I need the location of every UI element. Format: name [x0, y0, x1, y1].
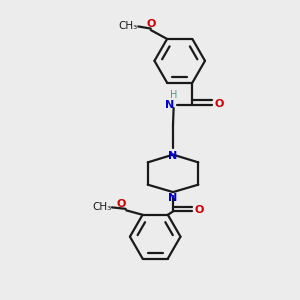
Text: CH₃: CH₃: [118, 22, 137, 32]
Text: O: O: [214, 99, 224, 109]
Text: N: N: [165, 100, 175, 110]
Text: N: N: [168, 151, 178, 161]
Text: O: O: [116, 199, 126, 209]
Text: CH₃: CH₃: [92, 202, 111, 212]
Text: O: O: [146, 19, 155, 28]
Text: O: O: [195, 205, 204, 215]
Text: H: H: [170, 90, 178, 100]
Text: N: N: [168, 193, 178, 203]
